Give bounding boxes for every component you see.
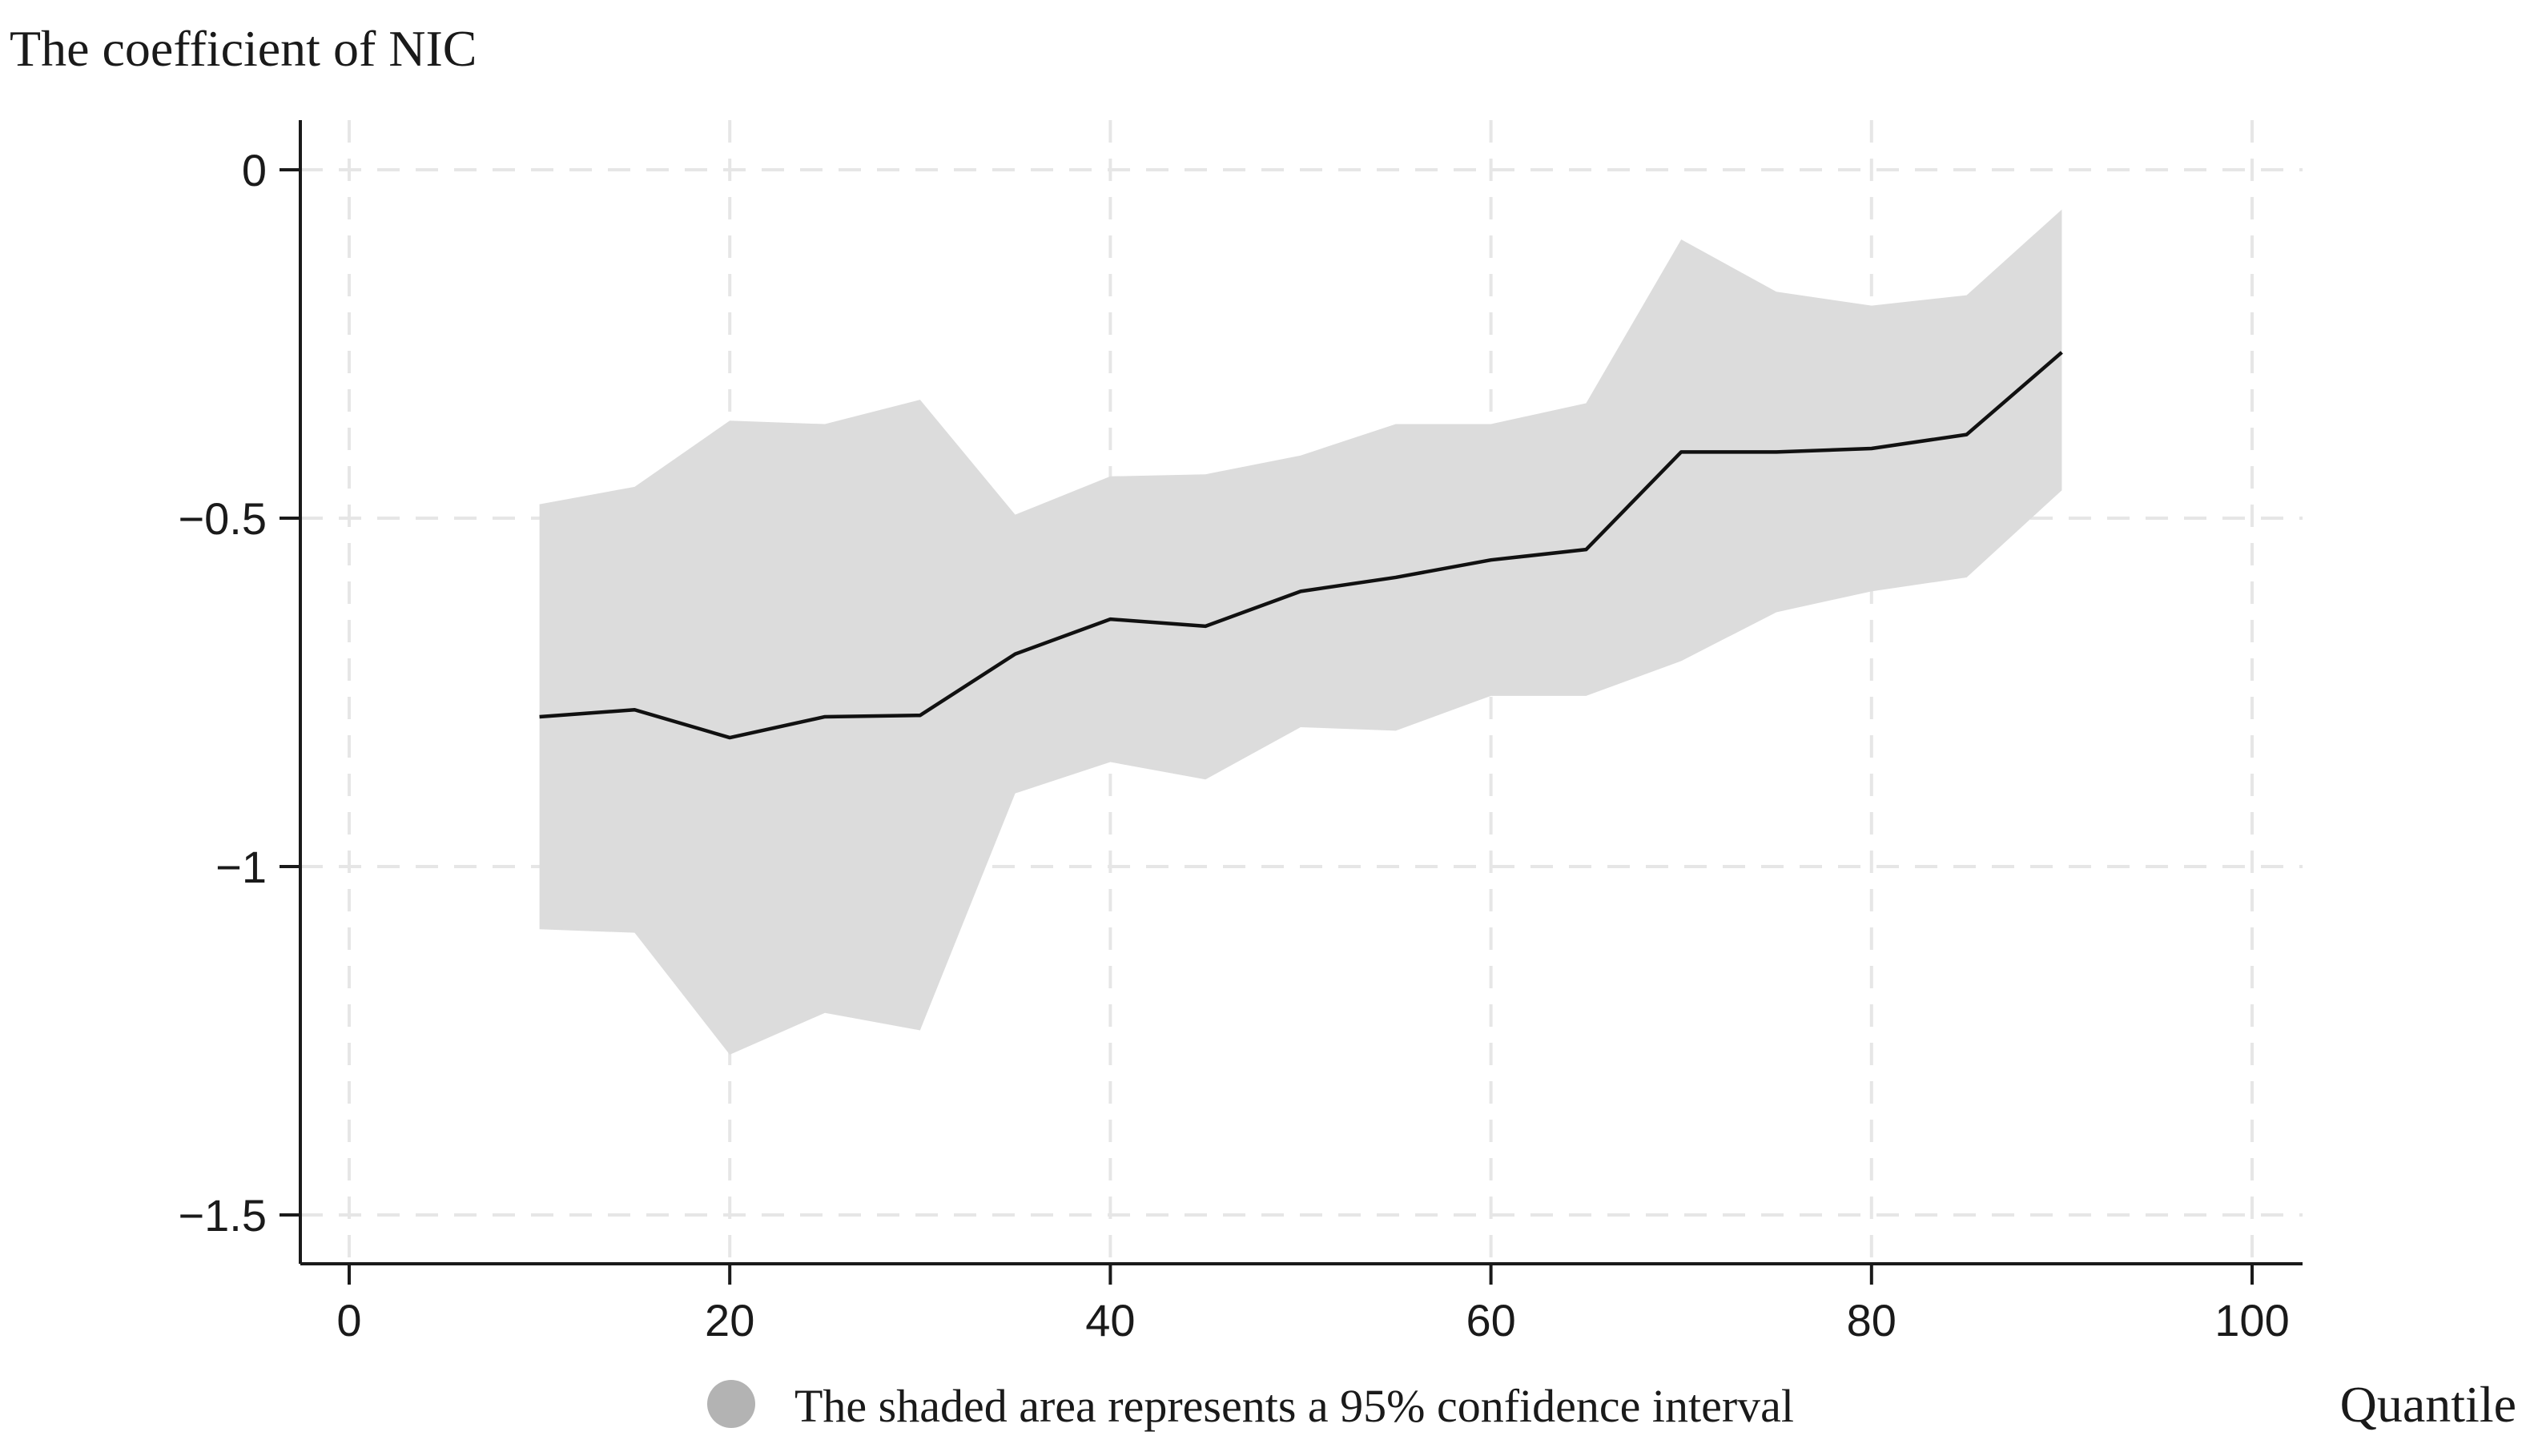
coefficient-line-layer: [539, 351, 2063, 740]
axes: [299, 120, 2303, 1265]
y-tick-label-3: −1.5: [178, 1190, 267, 1241]
x-tick-label-1: 20: [705, 1295, 754, 1345]
x-tick-label-5: 100: [2214, 1295, 2289, 1345]
legend-swatch-icon: [707, 1380, 755, 1428]
chart-title: The coefficient of NIC: [10, 20, 477, 77]
x-tick-label-4: 80: [1847, 1295, 1897, 1345]
x-tick-label-3: 60: [1466, 1295, 1515, 1345]
x-tick-label-0: 0: [336, 1295, 361, 1345]
x-tick-label-2: 40: [1085, 1295, 1135, 1345]
y-tick-label-2: −1: [215, 842, 267, 892]
x-axis-ticks: 0 20 40 60 80 100: [336, 1264, 2290, 1345]
legend: The shaded area represents a 95% confide…: [707, 1380, 1794, 1432]
y-tick-label-0: 0: [242, 145, 267, 195]
x-axis-label: Quantile: [2340, 1376, 2516, 1433]
y-tick-label-1: −0.5: [178, 493, 267, 544]
confidence-interval-area: [539, 209, 2062, 1055]
legend-text: The shaded area represents a 95% confide…: [794, 1380, 1794, 1432]
confidence-interval-layer: [539, 209, 2062, 1055]
y-axis-ticks: 0 −0.5 −1 −1.5: [178, 145, 300, 1241]
